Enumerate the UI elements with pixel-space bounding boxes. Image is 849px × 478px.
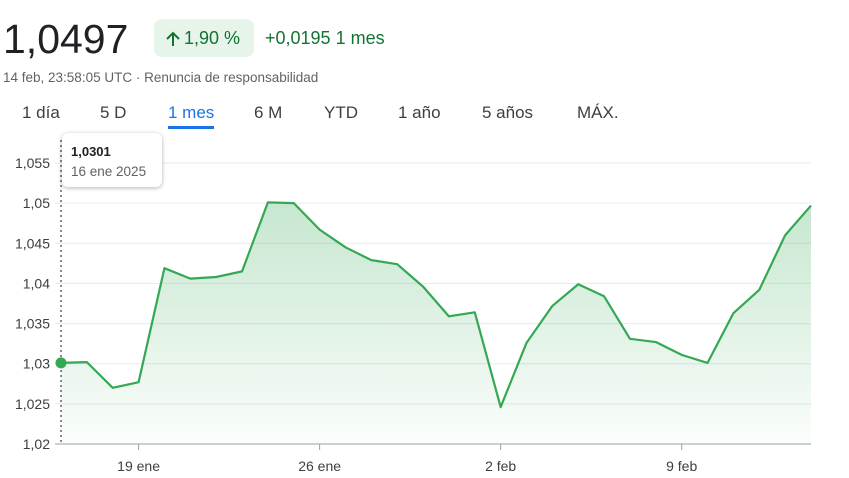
change-value: +0,0195 xyxy=(265,28,331,48)
disclaimer[interactable]: Renuncia de responsabilidad xyxy=(144,70,319,85)
price: 1,0497 xyxy=(3,16,129,62)
y-tick-label: 1,025 xyxy=(15,396,50,412)
x-tick-label: 2 feb xyxy=(485,458,516,474)
timestamp: 14 feb, 23:58:05 UTC xyxy=(3,70,133,85)
hover-dot xyxy=(55,357,67,369)
x-tick-label: 9 feb xyxy=(666,458,697,474)
x-tick-label: 19 ene xyxy=(117,458,160,474)
y-tick-label: 1,035 xyxy=(15,316,50,332)
change-percent: 1,90 % xyxy=(184,28,241,48)
area-fill xyxy=(61,202,811,444)
up-arrow xyxy=(166,31,180,46)
tooltip-date: 16 ene 2025 xyxy=(71,164,147,179)
price-line xyxy=(60,201,812,409)
separator: · xyxy=(135,70,141,85)
range-tab[interactable]: 5 D xyxy=(100,103,127,122)
y-tick-label: 1,05 xyxy=(23,195,50,211)
range-tab[interactable]: 5 años xyxy=(482,103,534,122)
y-tick-label: 1,03 xyxy=(23,356,50,372)
y-tick-label: 1,055 xyxy=(15,155,50,171)
range-tab[interactable]: 1 año xyxy=(398,103,441,122)
range-tab[interactable]: 1 mes xyxy=(168,103,215,129)
timestamp-line: 14 feb, 23:58:05 UTC · Renuncia de respo… xyxy=(3,70,318,85)
tooltip-value: 1,0301 xyxy=(71,144,111,159)
y-tick-label: 1,045 xyxy=(15,235,50,251)
range-tab[interactable]: 6 M xyxy=(254,103,283,122)
change-abs: +0,0195 1 mes xyxy=(265,28,385,49)
range-tab[interactable]: MÁX. xyxy=(577,103,619,122)
y-tick-label: 1,02 xyxy=(23,436,50,452)
tooltip: 1,0301 16 ene 2025 xyxy=(62,133,162,187)
y-tick-label: 1,04 xyxy=(23,275,50,291)
period: 1 mes xyxy=(335,28,385,48)
range-tab[interactable]: 1 día xyxy=(22,103,60,122)
change-badge: 1,90 % xyxy=(154,19,254,57)
range-tab[interactable]: YTD xyxy=(324,103,358,122)
x-tick-label: 26 ene xyxy=(298,458,341,474)
